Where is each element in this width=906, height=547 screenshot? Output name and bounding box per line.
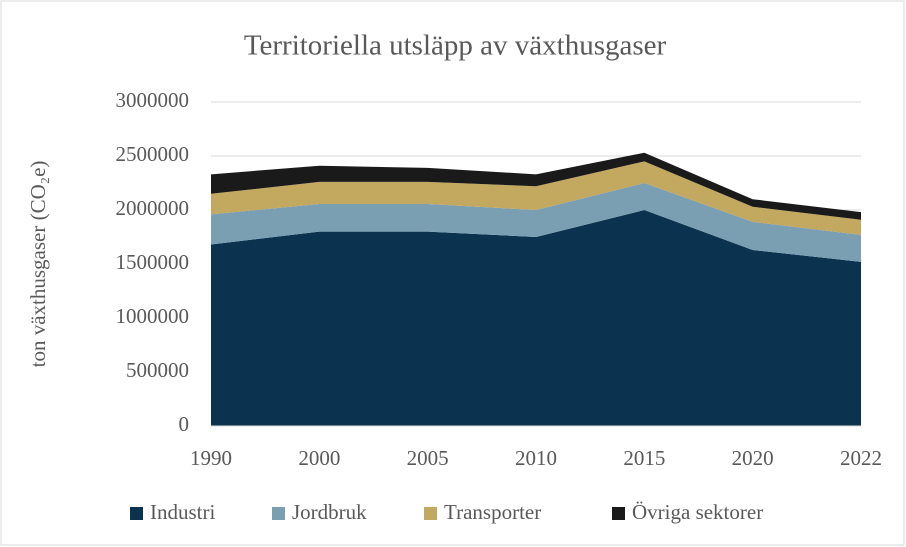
x-tick-label: 2015 — [623, 446, 665, 470]
y-tick-label: 0 — [179, 412, 190, 436]
legend-swatch — [272, 507, 285, 520]
x-tick-label: 2005 — [407, 446, 449, 470]
y-tick-label: 500000 — [126, 358, 189, 382]
legend-label: Jordbruk — [292, 500, 367, 524]
legend-swatch — [424, 507, 437, 520]
area — [211, 161, 861, 235]
x-tick-label: 2000 — [298, 446, 340, 470]
y-tick-label: 1500000 — [116, 250, 190, 274]
y-tick-label: 3000000 — [116, 88, 190, 112]
y-tick-label: 2500000 — [116, 142, 190, 166]
legend-label: Transporter — [444, 500, 541, 524]
y-tick-label: 1000000 — [116, 304, 190, 328]
area — [211, 183, 861, 262]
chart-title: Territoriella utsläpp av växthusgaser — [244, 30, 667, 62]
legend-label: Industri — [150, 500, 215, 524]
area — [211, 152, 861, 220]
x-tick-label: 2020 — [732, 446, 774, 470]
y-axis-label: ton växthusgaser (CO₂e) — [26, 161, 50, 368]
area — [211, 210, 861, 426]
legend-swatch — [612, 507, 625, 520]
x-tick-label: 2010 — [515, 446, 557, 470]
y-tick-label: 2000000 — [116, 196, 190, 220]
x-tick-label: 2022 — [840, 446, 882, 470]
legend-swatch — [130, 507, 143, 520]
legend-label: Övriga sektorer — [632, 500, 763, 524]
x-tick-label: 1990 — [190, 446, 232, 470]
